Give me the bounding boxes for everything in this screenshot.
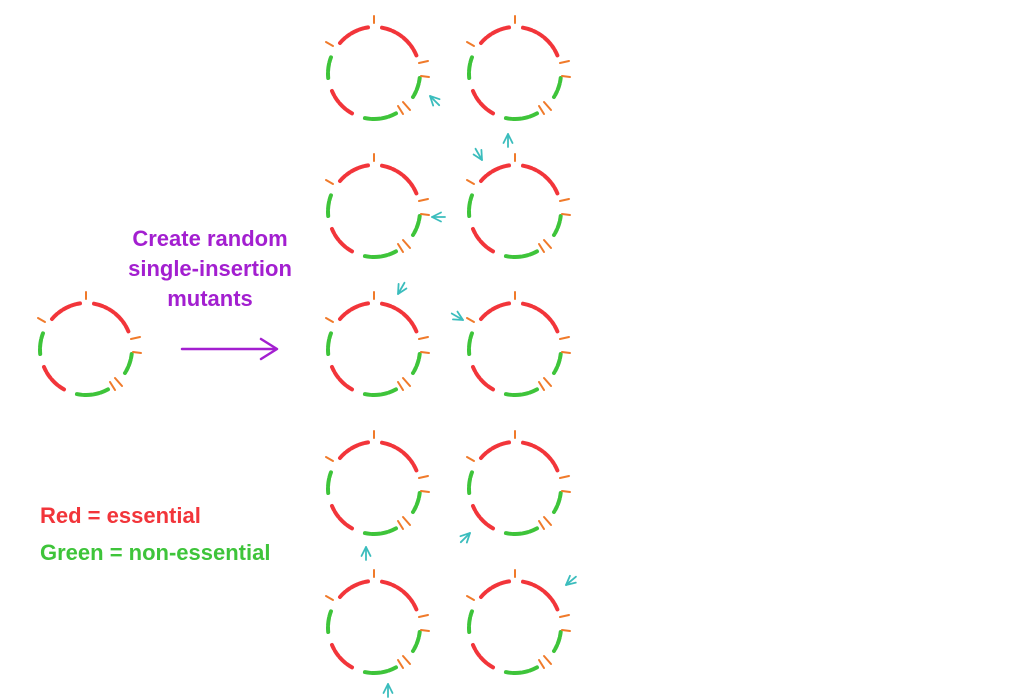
caption-line-1: Create random	[132, 226, 288, 251]
insertion-arrow-icon-4	[431, 211, 446, 223]
insertion-arrow-icon-6	[448, 308, 467, 325]
mutant-genome-5	[324, 290, 431, 398]
legend-non-essential: Green = non-essential	[40, 540, 271, 565]
mutant-genome-4	[465, 152, 572, 260]
mutant-genome-2	[465, 14, 572, 122]
caption-line-3: mutants	[167, 286, 253, 311]
legend-essential: Red = essential	[40, 503, 201, 528]
insertion-arrow-icon-8	[360, 546, 372, 561]
process-arrow-icon	[180, 337, 279, 361]
insertion-arrow-icon-3	[470, 145, 487, 164]
insertion-arrow-icon-7	[456, 528, 475, 547]
mutant-genome-6	[465, 290, 572, 398]
mutant-genome-3	[324, 152, 431, 260]
insertion-arrow-icon-1	[425, 91, 444, 110]
insertion-arrow-icon-5	[393, 279, 410, 298]
caption-line-2: single-insertion	[128, 256, 292, 281]
mutant-genome-9	[324, 568, 431, 676]
process-caption: Create random single-insertion mutants	[100, 224, 320, 314]
insertion-arrow-icon-2	[502, 133, 514, 148]
mutant-genome-1	[324, 14, 431, 122]
mutant-genome-7	[324, 429, 431, 537]
mutant-genome-8	[465, 429, 572, 537]
insertion-arrow-icon-9	[562, 572, 580, 590]
insertion-arrow-icon-10	[382, 683, 394, 698]
mutant-genome-10	[465, 568, 572, 676]
